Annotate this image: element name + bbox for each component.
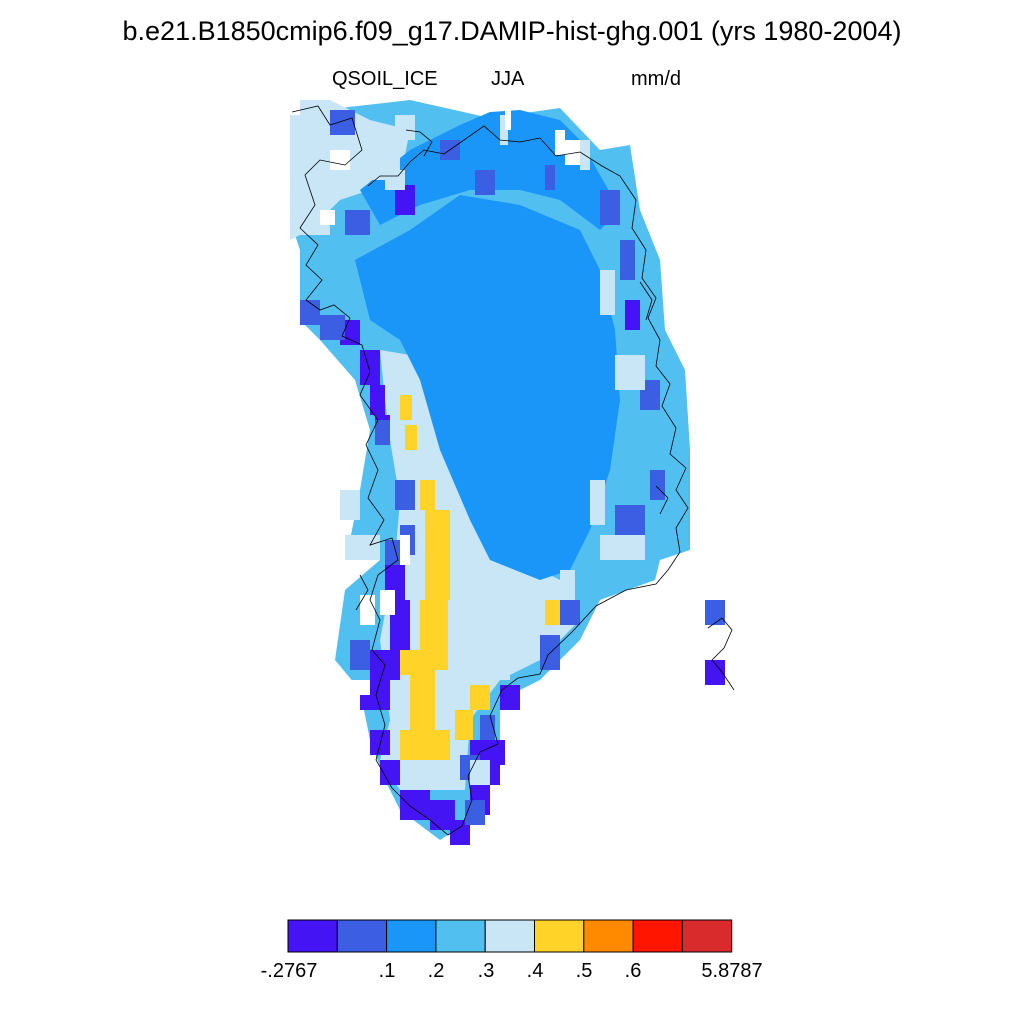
map-cell-59 [505, 600, 545, 630]
map-cell-26 [500, 685, 520, 710]
coastline-east-fjord [655, 485, 669, 515]
map-cell-35 [395, 480, 415, 510]
colorbar-label-5: .5 [575, 960, 593, 982]
map-cell-62 [290, 180, 330, 235]
colorbar-swatch-4 [484, 919, 536, 953]
map-cell-71 [490, 655, 510, 680]
map-cell-23 [450, 820, 470, 845]
colorbar-swatch-3 [435, 919, 486, 953]
map-cell-0 [400, 395, 412, 420]
map-cell-70 [470, 760, 490, 785]
map-gap-2 [380, 590, 395, 615]
map-cell-19 [370, 730, 390, 755]
map-cell-65 [500, 115, 508, 145]
map-cell-3 [425, 510, 450, 540]
map-cell-55 [600, 270, 615, 315]
map-gap-3 [350, 680, 370, 695]
map-cell-56 [615, 355, 645, 390]
map-cell-2 [420, 480, 435, 510]
map-cell-46 [615, 505, 645, 535]
map-cell-1 [405, 425, 417, 450]
map-cell-60 [560, 570, 575, 600]
map-cell-10 [470, 685, 490, 710]
colorbar [287, 919, 733, 953]
map-cell-28 [395, 185, 415, 215]
season-label: JJA [491, 68, 525, 90]
colorbar-swatch-6 [583, 919, 634, 953]
map-cell-32 [300, 300, 320, 325]
map-cell-68 [345, 535, 380, 560]
coastline-north-island [405, 129, 433, 157]
map-grid-cells [290, 100, 725, 845]
map-cell-67 [340, 490, 360, 520]
map-gap-6 [565, 140, 580, 165]
map-cell-64 [395, 115, 415, 140]
colorbar-swatch-5 [534, 919, 585, 953]
map-cell-49 [545, 165, 555, 190]
colorbar-label-1: .1 [378, 960, 396, 982]
map-cell-44 [620, 240, 635, 280]
variable-label: QSOIL_ICE [332, 68, 438, 90]
colorbar-swatch-1 [336, 919, 388, 953]
map-cell-30 [705, 660, 725, 685]
map-cell-51 [705, 600, 725, 625]
map-cell-21 [400, 790, 430, 820]
map-cell-54 [480, 715, 495, 740]
colorbar-swatch-7 [632, 919, 683, 953]
colorbar-label-0: -.2767 [260, 960, 318, 982]
map-cell-27 [625, 300, 640, 330]
map-cell-39 [465, 800, 485, 825]
colorbar-swatch-8 [681, 919, 733, 953]
coastline-west-fjord [355, 574, 369, 611]
map-gap-9 [320, 210, 335, 225]
map-cell-41 [540, 635, 560, 670]
map-gap-5 [555, 130, 565, 155]
map-gap-7 [290, 100, 300, 115]
map-cell-13 [370, 385, 385, 415]
map-cell-7 [410, 670, 435, 730]
colorbar-label-2: .2 [427, 960, 445, 982]
coastline-main [291, 105, 689, 836]
colorbar-label-4: .4 [526, 960, 544, 982]
units-label: mm/d [631, 68, 681, 90]
map-cell-34 [375, 420, 390, 445]
coastline [291, 105, 735, 836]
map-cell-61 [300, 145, 330, 180]
plot-title: b.e21.B1850cmip6.f09_g17.DAMIP-hist-ghg.… [122, 16, 902, 46]
map-gap-1 [400, 535, 410, 565]
map-gap-8 [330, 150, 350, 170]
map-cell-52 [345, 210, 370, 235]
map-cell-57 [590, 480, 605, 525]
colorbar-swatch-2 [386, 919, 437, 953]
map-cell-43 [600, 190, 620, 225]
map-cell-12 [360, 350, 380, 385]
map-cell-42 [560, 600, 580, 625]
colorbar-swatch-0 [287, 919, 338, 953]
colorbar-label-6: .6 [624, 960, 642, 982]
map-cell-58 [600, 535, 645, 560]
colorbar-label-7: 5.8787 [701, 960, 763, 982]
coastline-east-inlet [639, 281, 653, 321]
map-cell-69 [385, 170, 405, 190]
region-interior-core [355, 195, 620, 580]
map-cell-31 [490, 740, 505, 765]
map-cell-47 [650, 470, 665, 500]
map-cell-9 [455, 710, 473, 740]
map-cell-8 [400, 730, 450, 760]
map-cell-33 [320, 315, 345, 340]
colorbar-label-3: .3 [477, 960, 495, 982]
map-cell-38 [350, 640, 370, 670]
map-cell-48 [475, 170, 495, 195]
map-cell-53 [330, 110, 355, 135]
map-cell-20 [380, 760, 400, 785]
coastline-iceland [707, 617, 735, 691]
map-gap-4 [505, 100, 511, 130]
map-cell-4 [425, 540, 450, 600]
